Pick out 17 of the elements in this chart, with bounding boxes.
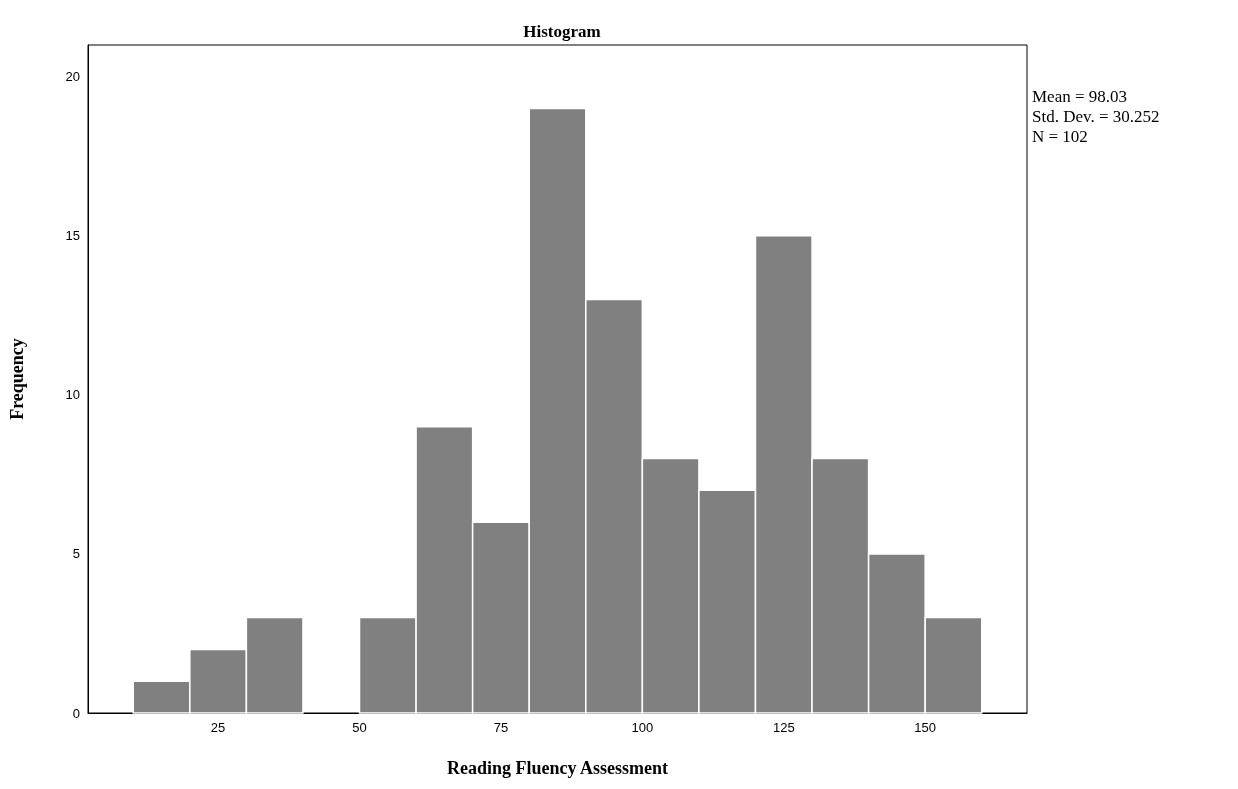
y-tick-label: 10 bbox=[65, 387, 80, 403]
x-tick-label: 50 bbox=[352, 720, 367, 735]
text: Std. Dev. = 30.252 bbox=[1032, 107, 1160, 126]
y-tick-label: 0 bbox=[72, 705, 80, 721]
x-tick-label: 100 bbox=[631, 720, 654, 735]
chart-title: Histogram bbox=[523, 22, 601, 41]
x-tick-label: 25 bbox=[210, 720, 226, 735]
x-tick-label: 75 bbox=[493, 720, 509, 735]
y-tick-label: 5 bbox=[72, 546, 80, 562]
y-axis-title: Frequency bbox=[7, 338, 27, 420]
x-tick-label: 125 bbox=[772, 720, 795, 735]
y-tick-label: 20 bbox=[65, 69, 80, 85]
text: N = 102 bbox=[1032, 127, 1088, 146]
x-axis-title: Reading Fluency Assessment bbox=[446, 758, 669, 778]
x-tick-label: 150 bbox=[914, 720, 937, 735]
text: Mean = 98.03 bbox=[1032, 87, 1128, 106]
y-tick-label: 15 bbox=[65, 228, 80, 244]
